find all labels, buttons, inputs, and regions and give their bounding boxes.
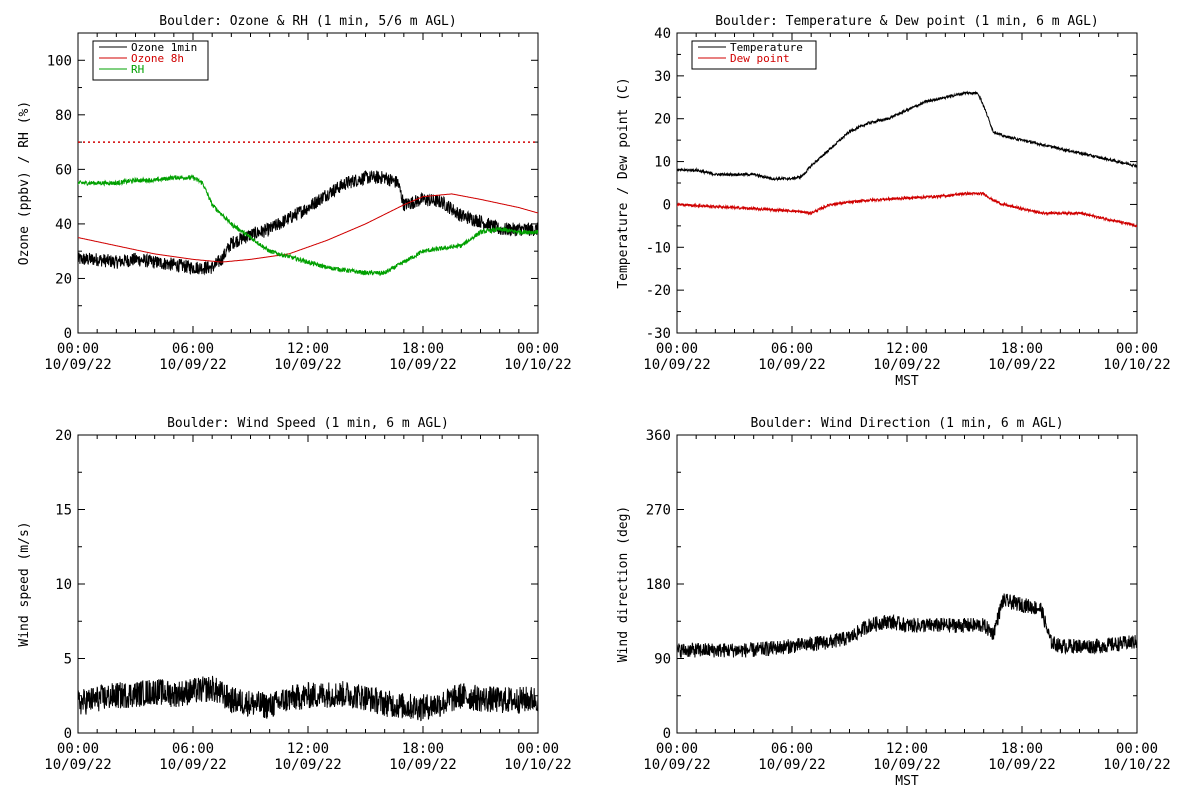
x-tick-label: 00:00 bbox=[1116, 741, 1158, 757]
legend-box bbox=[691, 40, 817, 70]
y-tick-label: 90 bbox=[654, 652, 671, 668]
series-line bbox=[78, 675, 538, 722]
chart-title: Boulder: Temperature & Dew point (1 min,… bbox=[715, 14, 1099, 29]
y-tick-label: 0 bbox=[64, 326, 72, 342]
x-tick-label: 12:00 bbox=[287, 341, 329, 357]
x-tick-label: 12:00 bbox=[886, 741, 928, 757]
x-axis-label: MST bbox=[895, 774, 919, 789]
y-tick-label: 15 bbox=[55, 503, 72, 519]
x-tick-date-label: 10/09/22 bbox=[988, 757, 1055, 773]
x-tick-label: 00:00 bbox=[656, 341, 698, 357]
wind-direction-panel: Boulder: Wind Direction (1 min, 6 m AGL)… bbox=[616, 416, 1171, 789]
series-line-rh bbox=[78, 174, 538, 277]
x-tick-date-label: 10/09/22 bbox=[274, 757, 341, 773]
x-tick-date-label: 10/09/22 bbox=[44, 357, 111, 373]
y-tick-label: 0 bbox=[64, 726, 72, 742]
x-tick-label: 06:00 bbox=[771, 341, 813, 357]
y-axis-label: Ozone (ppbv) / RH (%) bbox=[17, 101, 32, 265]
x-tick-label: 00:00 bbox=[57, 741, 99, 757]
y-tick-label: 30 bbox=[654, 69, 671, 85]
x-tick-date-label: 10/09/22 bbox=[758, 357, 825, 373]
y-tick-label: 5 bbox=[64, 652, 72, 668]
y-tick-label: 60 bbox=[55, 162, 72, 178]
x-tick-date-label: 10/09/22 bbox=[758, 757, 825, 773]
y-tick-label: -10 bbox=[646, 240, 671, 256]
x-tick-label: 06:00 bbox=[172, 341, 214, 357]
x-tick-label: 18:00 bbox=[1001, 741, 1043, 757]
x-tick-label: 12:00 bbox=[287, 741, 329, 757]
plot-frame bbox=[676, 32, 1138, 334]
x-tick-label: 12:00 bbox=[886, 341, 928, 357]
x-tick-date-label: 10/09/22 bbox=[44, 757, 111, 773]
plot-frame bbox=[676, 434, 1138, 734]
y-tick-label: 40 bbox=[55, 217, 72, 233]
y-axis-label: Temperature / Dew point (C) bbox=[616, 77, 631, 288]
x-tick-date-label: 10/09/22 bbox=[873, 357, 940, 373]
chart-title: Boulder: Wind Direction (1 min, 6 m AGL) bbox=[750, 416, 1063, 431]
x-tick-label: 06:00 bbox=[771, 741, 813, 757]
temperature-dewpoint-panel: Boulder: Temperature & Dew point (1 min,… bbox=[616, 14, 1171, 389]
series-line bbox=[677, 593, 1137, 658]
y-tick-label: 20 bbox=[55, 428, 72, 444]
chart-title: Boulder: Wind Speed (1 min, 6 m AGL) bbox=[167, 416, 449, 431]
x-tick-date-label: 10/09/22 bbox=[389, 357, 456, 373]
x-tick-date-label: 10/09/22 bbox=[274, 357, 341, 373]
x-tick-date-label: 10/09/22 bbox=[873, 757, 940, 773]
legend-label: Ozone 8h bbox=[131, 52, 184, 65]
x-tick-date-label: 10/10/22 bbox=[504, 757, 571, 773]
x-tick-date-label: 10/10/22 bbox=[1103, 357, 1170, 373]
legend-label: Temperature bbox=[730, 41, 803, 54]
series-line-ozone-1min bbox=[78, 169, 538, 276]
x-tick-date-label: 10/09/22 bbox=[643, 757, 710, 773]
x-tick-label: 18:00 bbox=[1001, 341, 1043, 357]
x-tick-date-label: 10/09/22 bbox=[159, 357, 226, 373]
x-tick-date-label: 10/09/22 bbox=[988, 357, 1055, 373]
x-tick-label: 00:00 bbox=[517, 341, 559, 357]
y-tick-label: 0 bbox=[663, 726, 671, 742]
y-tick-label: 100 bbox=[47, 53, 72, 69]
x-tick-date-label: 10/09/22 bbox=[159, 757, 226, 773]
x-axis-label: MST bbox=[895, 374, 919, 389]
x-tick-label: 00:00 bbox=[656, 741, 698, 757]
y-axis-label: Wind speed (m/s) bbox=[17, 521, 32, 646]
y-tick-label: 10 bbox=[654, 155, 671, 171]
y-tick-label: -30 bbox=[646, 326, 671, 342]
x-tick-label: 06:00 bbox=[172, 741, 214, 757]
series-line-ozone-8h bbox=[78, 193, 538, 263]
y-tick-label: 40 bbox=[654, 26, 671, 42]
legend-label: Ozone 1min bbox=[131, 41, 197, 54]
y-tick-label: 20 bbox=[55, 271, 72, 287]
y-tick-label: 360 bbox=[646, 428, 671, 444]
x-tick-label: 18:00 bbox=[402, 741, 444, 757]
legend-label: RH bbox=[131, 63, 144, 76]
y-tick-label: -20 bbox=[646, 283, 671, 299]
series-line-temperature bbox=[677, 90, 1137, 182]
x-tick-label: 00:00 bbox=[517, 741, 559, 757]
y-tick-label: 0 bbox=[663, 197, 671, 213]
x-tick-date-label: 10/09/22 bbox=[643, 357, 710, 373]
x-tick-date-label: 10/10/22 bbox=[1103, 757, 1170, 773]
legend-label: Dew point bbox=[730, 52, 790, 65]
wind-speed-panel: Boulder: Wind Speed (1 min, 6 m AGL) Win… bbox=[17, 416, 572, 773]
y-tick-label: 80 bbox=[55, 108, 72, 124]
y-axis-label: Wind direction (deg) bbox=[616, 506, 631, 663]
ozone-rh-panel: Boulder: Ozone & RH (1 min, 5/6 m AGL) O… bbox=[17, 14, 572, 373]
x-tick-date-label: 10/09/22 bbox=[389, 757, 456, 773]
x-tick-label: 00:00 bbox=[57, 341, 99, 357]
y-tick-label: 180 bbox=[646, 577, 671, 593]
chart-title: Boulder: Ozone & RH (1 min, 5/6 m AGL) bbox=[159, 14, 456, 29]
x-tick-label: 00:00 bbox=[1116, 341, 1158, 357]
y-tick-label: 20 bbox=[654, 112, 671, 128]
x-tick-label: 18:00 bbox=[402, 341, 444, 357]
y-tick-label: 10 bbox=[55, 577, 72, 593]
x-tick-date-label: 10/10/22 bbox=[504, 357, 571, 373]
y-tick-label: 270 bbox=[646, 503, 671, 519]
series-line-dew-point bbox=[677, 190, 1137, 228]
